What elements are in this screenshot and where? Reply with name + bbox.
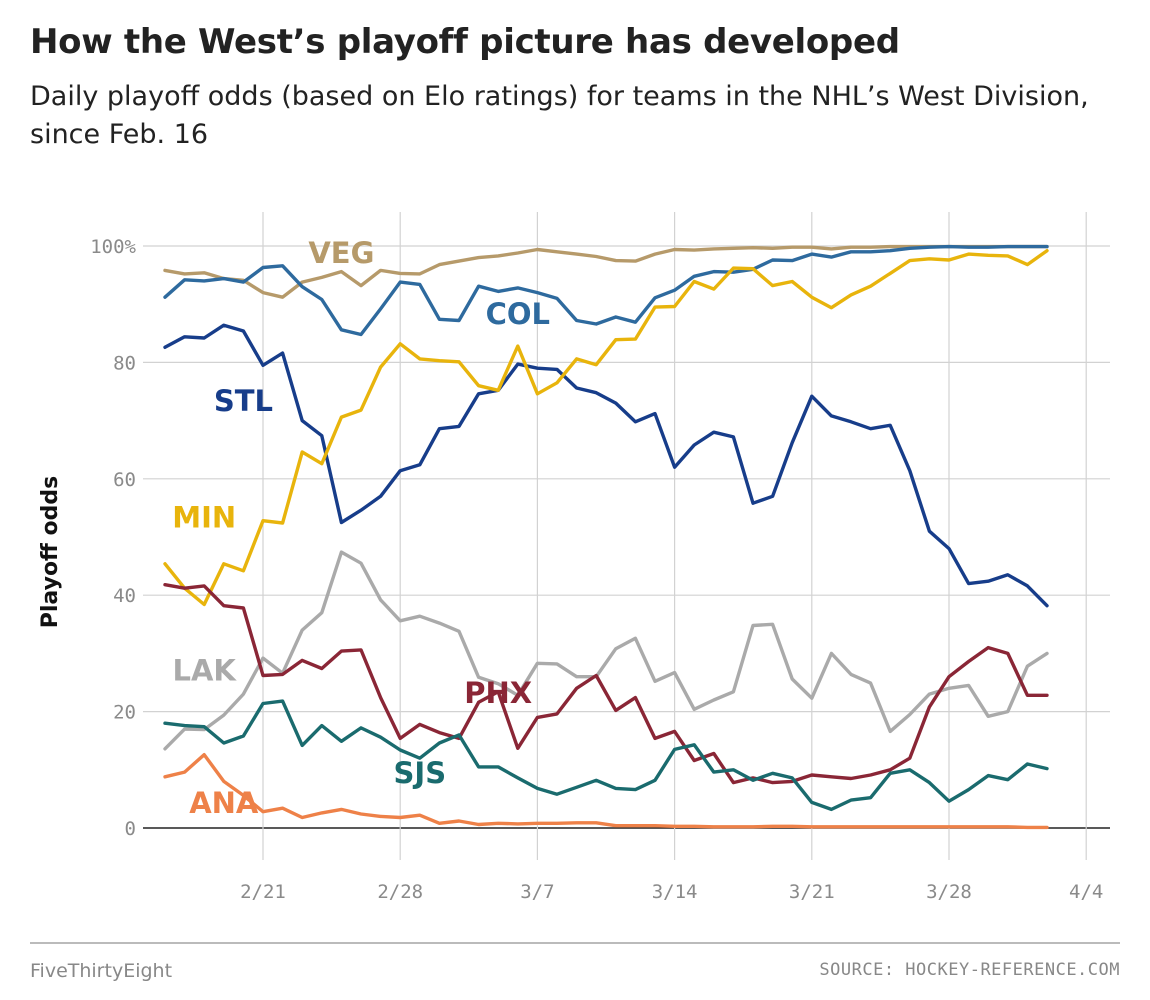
x-gridlines (262, 212, 1087, 860)
y-tick-label: 100% (90, 236, 136, 258)
x-tick-label: 2/21 (240, 881, 286, 903)
x-tick-label: 3/28 (926, 881, 972, 903)
series-line-veg (163, 244, 1049, 299)
series-line-phx (163, 583, 1049, 785)
y-tick-label: 20 (113, 702, 136, 724)
series-label-col: COL (486, 297, 550, 331)
x-tick-label: 3/21 (789, 881, 835, 903)
series-line-min (163, 248, 1049, 607)
y-tick-label: 60 (113, 469, 136, 491)
series-label-lak: LAK (172, 654, 237, 688)
x-tick-label: 2/28 (377, 881, 423, 903)
chart-subtitle: Daily playoff odds (based on Elo ratings… (30, 81, 1089, 150)
source-note: SOURCE: HOCKEY-REFERENCE.COM (819, 960, 1120, 980)
brand-logo-text: FiveThirtyEight (30, 960, 173, 982)
x-tick-labels: 2/21 2/28 3/7 3/14 3/21 3/28 4/4 (240, 881, 1103, 903)
series-label-ana: ANA (189, 786, 259, 820)
chart-title: How the West’s playoff picture has devel… (30, 22, 900, 62)
series-label-sjs: SJS (394, 756, 447, 790)
series-line-ana (163, 753, 1049, 830)
series-line-lak (163, 550, 1049, 751)
series-label-veg: VEG (308, 236, 374, 270)
series-line-col (163, 244, 1049, 337)
y-tick-labels: 0 20 40 60 80 100% (90, 236, 136, 840)
series-label-phx: PHX (464, 676, 532, 710)
footer-divider (30, 942, 1120, 944)
series-line-sjs (163, 699, 1049, 812)
series-labels: VEG COL STL MIN LAK PHX SJS ANA (172, 236, 550, 820)
x-tick-label: 3/7 (520, 881, 554, 903)
y-tick-label: 80 (113, 352, 136, 374)
y-tick-label: 0 (125, 818, 136, 840)
series-lines (163, 244, 1049, 830)
x-tick-label: 3/14 (652, 881, 698, 903)
y-axis-label: Playoff odds (38, 476, 63, 628)
x-tick-label: 4/4 (1069, 881, 1103, 903)
series-line-stl (163, 323, 1049, 608)
series-label-min: MIN (172, 501, 236, 535)
y-tick-label: 40 (113, 585, 136, 607)
series-label-stl: STL (214, 384, 273, 418)
playoff-odds-chart: 0 20 40 60 80 100% 2/21 2/28 3/7 3/14 3/21 3/28 4/4… (38, 212, 1110, 903)
y-gridlines (143, 245, 1110, 829)
